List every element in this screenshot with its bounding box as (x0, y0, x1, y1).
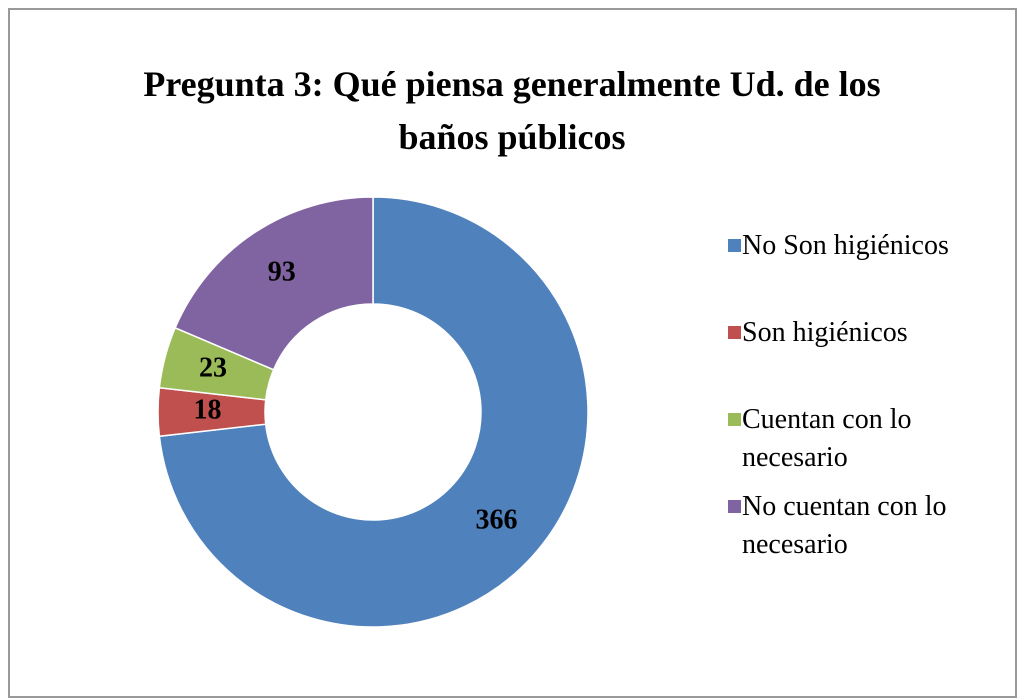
legend-label: No cuentan con lo necesario (742, 491, 947, 560)
slice (174, 196, 374, 371)
data-label: 93 (268, 256, 296, 287)
data-label: 366 (475, 505, 517, 536)
legend-item: No cuentan con lo necesario (728, 488, 988, 564)
legend-swatch (728, 326, 741, 339)
slice (158, 196, 589, 628)
data-label: 23 (199, 352, 227, 383)
legend-item: Son higiénicos (728, 314, 988, 352)
legend-item: Cuentan con lo necesario (728, 401, 988, 477)
legend-item: No Son higiénicos (728, 227, 988, 265)
legend-swatch (728, 413, 741, 426)
legend-swatch (728, 239, 741, 252)
legend-label: Son higiénicos (742, 317, 908, 348)
chart-title: Pregunta 3: Qué piensa generalmente Ud. … (143, 64, 881, 157)
legend-label: Cuentan con lo necesario (742, 404, 912, 473)
legend-label: No Son higiénicos (742, 230, 949, 261)
data-label: 18 (194, 394, 222, 425)
legend-swatch (728, 500, 741, 513)
